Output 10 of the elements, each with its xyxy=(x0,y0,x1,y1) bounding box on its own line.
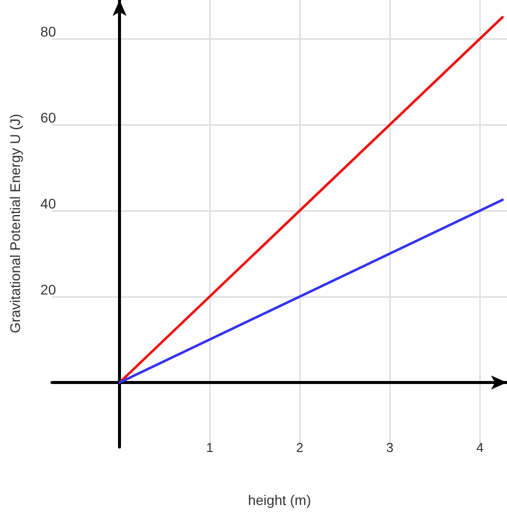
x-tick-label: 1 xyxy=(206,440,214,455)
y-tick-label: 60 xyxy=(40,110,56,126)
y-tick-label: 40 xyxy=(40,196,56,212)
x-tick-label: 3 xyxy=(386,440,394,455)
x-axis-title: height (m) xyxy=(248,492,312,508)
x-tick-label: 4 xyxy=(476,440,484,455)
y-tick-label: 20 xyxy=(40,282,56,298)
y-tick-label: 80 xyxy=(40,24,56,40)
x-tick-label: 2 xyxy=(296,440,304,455)
y-axis-title: Gravitational Potential Energy U (J) xyxy=(7,114,23,334)
